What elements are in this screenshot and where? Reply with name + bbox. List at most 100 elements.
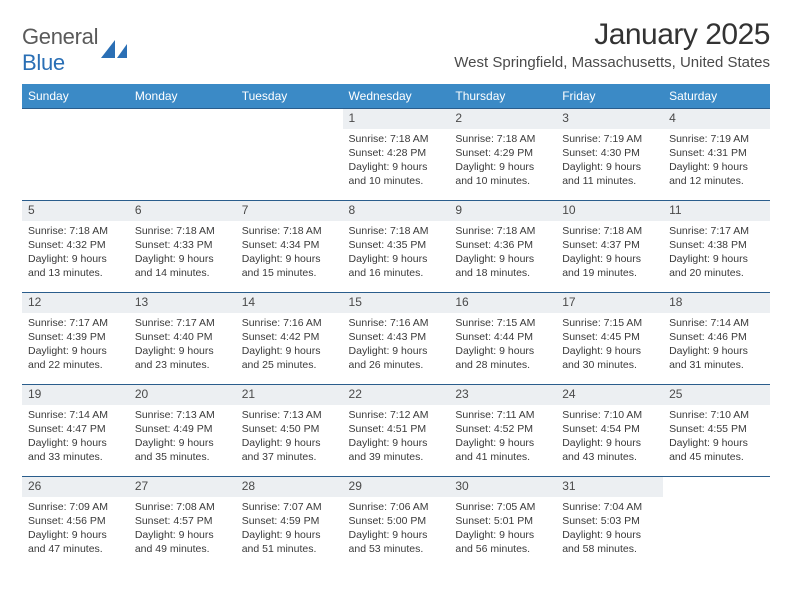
calendar-week-row: 5Sunrise: 7:18 AMSunset: 4:32 PMDaylight… <box>22 200 770 292</box>
daylight-text: Daylight: 9 hours and 10 minutes. <box>349 160 444 188</box>
calendar-cell: 11Sunrise: 7:17 AMSunset: 4:38 PMDayligh… <box>663 200 770 292</box>
daylight-text: Daylight: 9 hours and 10 minutes. <box>455 160 550 188</box>
sunrise-text: Sunrise: 7:17 AM <box>135 316 230 330</box>
calendar-cell <box>236 108 343 200</box>
calendar-cell: 31Sunrise: 7:04 AMSunset: 5:03 PMDayligh… <box>556 476 663 568</box>
sunrise-text: Sunrise: 7:18 AM <box>562 224 657 238</box>
sunset-text: Sunset: 4:45 PM <box>562 330 657 344</box>
day-number: 29 <box>343 476 450 497</box>
calendar-cell: 10Sunrise: 7:18 AMSunset: 4:37 PMDayligh… <box>556 200 663 292</box>
daylight-text: Daylight: 9 hours and 51 minutes. <box>242 528 337 556</box>
sunrise-text: Sunrise: 7:19 AM <box>562 132 657 146</box>
day-details: Sunrise: 7:18 AMSunset: 4:36 PMDaylight:… <box>449 221 556 285</box>
day-details: Sunrise: 7:19 AMSunset: 4:30 PMDaylight:… <box>556 129 663 193</box>
day-header: Saturday <box>663 84 770 108</box>
day-details: Sunrise: 7:13 AMSunset: 4:49 PMDaylight:… <box>129 405 236 469</box>
daylight-text: Daylight: 9 hours and 58 minutes. <box>562 528 657 556</box>
day-number: 23 <box>449 384 556 405</box>
sunrise-text: Sunrise: 7:18 AM <box>349 132 444 146</box>
calendar-cell: 28Sunrise: 7:07 AMSunset: 4:59 PMDayligh… <box>236 476 343 568</box>
daylight-text: Daylight: 9 hours and 12 minutes. <box>669 160 764 188</box>
day-details: Sunrise: 7:08 AMSunset: 4:57 PMDaylight:… <box>129 497 236 561</box>
sail-icon <box>101 40 127 60</box>
sunset-text: Sunset: 4:30 PM <box>562 146 657 160</box>
day-number: 26 <box>22 476 129 497</box>
month-title: January 2025 <box>454 18 770 52</box>
day-number: 3 <box>556 108 663 129</box>
day-number: 24 <box>556 384 663 405</box>
day-header: Sunday <box>22 84 129 108</box>
daylight-text: Daylight: 9 hours and 39 minutes. <box>349 436 444 464</box>
day-number: 8 <box>343 200 450 221</box>
daylight-text: Daylight: 9 hours and 16 minutes. <box>349 252 444 280</box>
day-number: 27 <box>129 476 236 497</box>
sunrise-text: Sunrise: 7:04 AM <box>562 500 657 514</box>
sunrise-text: Sunrise: 7:08 AM <box>135 500 230 514</box>
day-header: Wednesday <box>343 84 450 108</box>
day-number: 13 <box>129 292 236 313</box>
calendar-cell: 6Sunrise: 7:18 AMSunset: 4:33 PMDaylight… <box>129 200 236 292</box>
day-details: Sunrise: 7:07 AMSunset: 4:59 PMDaylight:… <box>236 497 343 561</box>
day-details: Sunrise: 7:19 AMSunset: 4:31 PMDaylight:… <box>663 129 770 193</box>
day-details: Sunrise: 7:17 AMSunset: 4:40 PMDaylight:… <box>129 313 236 377</box>
sunrise-text: Sunrise: 7:07 AM <box>242 500 337 514</box>
sunrise-text: Sunrise: 7:11 AM <box>455 408 550 422</box>
day-number: 21 <box>236 384 343 405</box>
sunset-text: Sunset: 4:51 PM <box>349 422 444 436</box>
calendar-header-row: SundayMondayTuesdayWednesdayThursdayFrid… <box>22 84 770 108</box>
sunset-text: Sunset: 5:00 PM <box>349 514 444 528</box>
sunset-text: Sunset: 4:35 PM <box>349 238 444 252</box>
sunset-text: Sunset: 4:34 PM <box>242 238 337 252</box>
day-details: Sunrise: 7:18 AMSunset: 4:34 PMDaylight:… <box>236 221 343 285</box>
daylight-text: Daylight: 9 hours and 49 minutes. <box>135 528 230 556</box>
calendar-cell: 29Sunrise: 7:06 AMSunset: 5:00 PMDayligh… <box>343 476 450 568</box>
daylight-text: Daylight: 9 hours and 33 minutes. <box>28 436 123 464</box>
day-number <box>22 108 129 129</box>
daylight-text: Daylight: 9 hours and 37 minutes. <box>242 436 337 464</box>
sunrise-text: Sunrise: 7:12 AM <box>349 408 444 422</box>
daylight-text: Daylight: 9 hours and 14 minutes. <box>135 252 230 280</box>
sunrise-text: Sunrise: 7:15 AM <box>455 316 550 330</box>
sunrise-text: Sunrise: 7:19 AM <box>669 132 764 146</box>
daylight-text: Daylight: 9 hours and 20 minutes. <box>669 252 764 280</box>
sunset-text: Sunset: 4:28 PM <box>349 146 444 160</box>
brand-text: General Blue <box>22 24 98 76</box>
sunset-text: Sunset: 4:40 PM <box>135 330 230 344</box>
calendar-cell: 15Sunrise: 7:16 AMSunset: 4:43 PMDayligh… <box>343 292 450 384</box>
day-details: Sunrise: 7:13 AMSunset: 4:50 PMDaylight:… <box>236 405 343 469</box>
calendar-cell: 12Sunrise: 7:17 AMSunset: 4:39 PMDayligh… <box>22 292 129 384</box>
sunset-text: Sunset: 4:54 PM <box>562 422 657 436</box>
calendar-cell: 19Sunrise: 7:14 AMSunset: 4:47 PMDayligh… <box>22 384 129 476</box>
day-header: Friday <box>556 84 663 108</box>
sunset-text: Sunset: 4:33 PM <box>135 238 230 252</box>
day-number <box>129 108 236 129</box>
calendar-page: General Blue January 2025 West Springfie… <box>0 0 792 568</box>
sunrise-text: Sunrise: 7:13 AM <box>242 408 337 422</box>
daylight-text: Daylight: 9 hours and 11 minutes. <box>562 160 657 188</box>
sunset-text: Sunset: 4:49 PM <box>135 422 230 436</box>
location-text: West Springfield, Massachusetts, United … <box>454 54 770 71</box>
day-number: 18 <box>663 292 770 313</box>
sunset-text: Sunset: 4:38 PM <box>669 238 764 252</box>
day-details: Sunrise: 7:15 AMSunset: 4:44 PMDaylight:… <box>449 313 556 377</box>
day-number: 7 <box>236 200 343 221</box>
sunset-text: Sunset: 5:01 PM <box>455 514 550 528</box>
calendar-cell: 27Sunrise: 7:08 AMSunset: 4:57 PMDayligh… <box>129 476 236 568</box>
day-number: 11 <box>663 200 770 221</box>
sunrise-text: Sunrise: 7:16 AM <box>242 316 337 330</box>
sunset-text: Sunset: 4:47 PM <box>28 422 123 436</box>
calendar-cell: 5Sunrise: 7:18 AMSunset: 4:32 PMDaylight… <box>22 200 129 292</box>
sunrise-text: Sunrise: 7:18 AM <box>455 224 550 238</box>
calendar-table: SundayMondayTuesdayWednesdayThursdayFrid… <box>22 84 770 568</box>
day-details: Sunrise: 7:09 AMSunset: 4:56 PMDaylight:… <box>22 497 129 561</box>
calendar-cell: 23 Sunrise: 7:11 AMSunset: 4:52 PMDayligh… <box>449 384 556 476</box>
sunset-text: Sunset: 4:52 PM <box>455 422 550 436</box>
day-number <box>236 108 343 129</box>
day-details: Sunrise: 7:14 AMSunset: 4:46 PMDaylight:… <box>663 313 770 377</box>
daylight-text: Daylight: 9 hours and 41 minutes. <box>455 436 550 464</box>
day-number: 12 <box>22 292 129 313</box>
sunset-text: Sunset: 4:31 PM <box>669 146 764 160</box>
daylight-text: Daylight: 9 hours and 56 minutes. <box>455 528 550 556</box>
sunrise-text: Sunrise: 7:13 AM <box>135 408 230 422</box>
calendar-cell: 21Sunrise: 7:13 AMSunset: 4:50 PMDayligh… <box>236 384 343 476</box>
